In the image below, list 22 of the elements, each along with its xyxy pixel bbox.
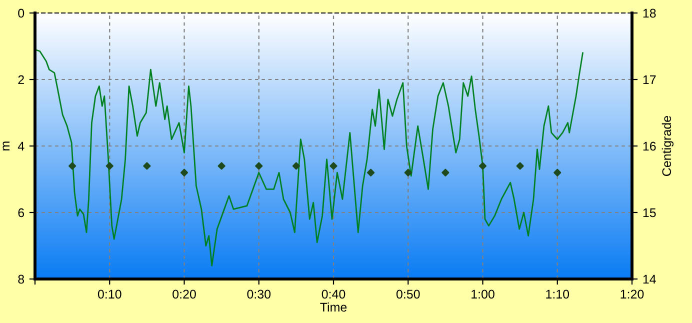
x-tick-label: 0:50 [396,290,420,299]
y-tick-label: 8 [18,274,24,284]
x-tick-label: 1:20 [620,290,644,299]
x-tick-label: 1:00 [472,290,494,299]
y2-tick-label: 17 [643,75,656,84]
y2-tick-label: 14 [643,274,656,284]
y2-tick-label: 16 [643,142,656,151]
line-series [35,48,584,266]
x-tick-label: 0:20 [172,290,196,299]
y-tick-label: 2 [18,75,24,84]
y2-tick-label: 18 [643,8,656,18]
x-axis-title: Time [320,302,347,312]
x-tick-label: 0:10 [98,290,122,299]
y-tick-label: 4 [18,142,24,151]
y-tick-label: 6 [18,208,24,218]
y-tick-label: 0 [18,8,24,18]
x-tick-label: 0:40 [322,290,346,299]
y2-tick-label: 15 [643,208,656,218]
x-tick-label: 0:30 [247,290,271,299]
y2-axis-title: Centigrade [662,116,674,176]
y-axis-title: m [2,142,10,150]
x-tick-label: 1:10 [546,290,570,299]
